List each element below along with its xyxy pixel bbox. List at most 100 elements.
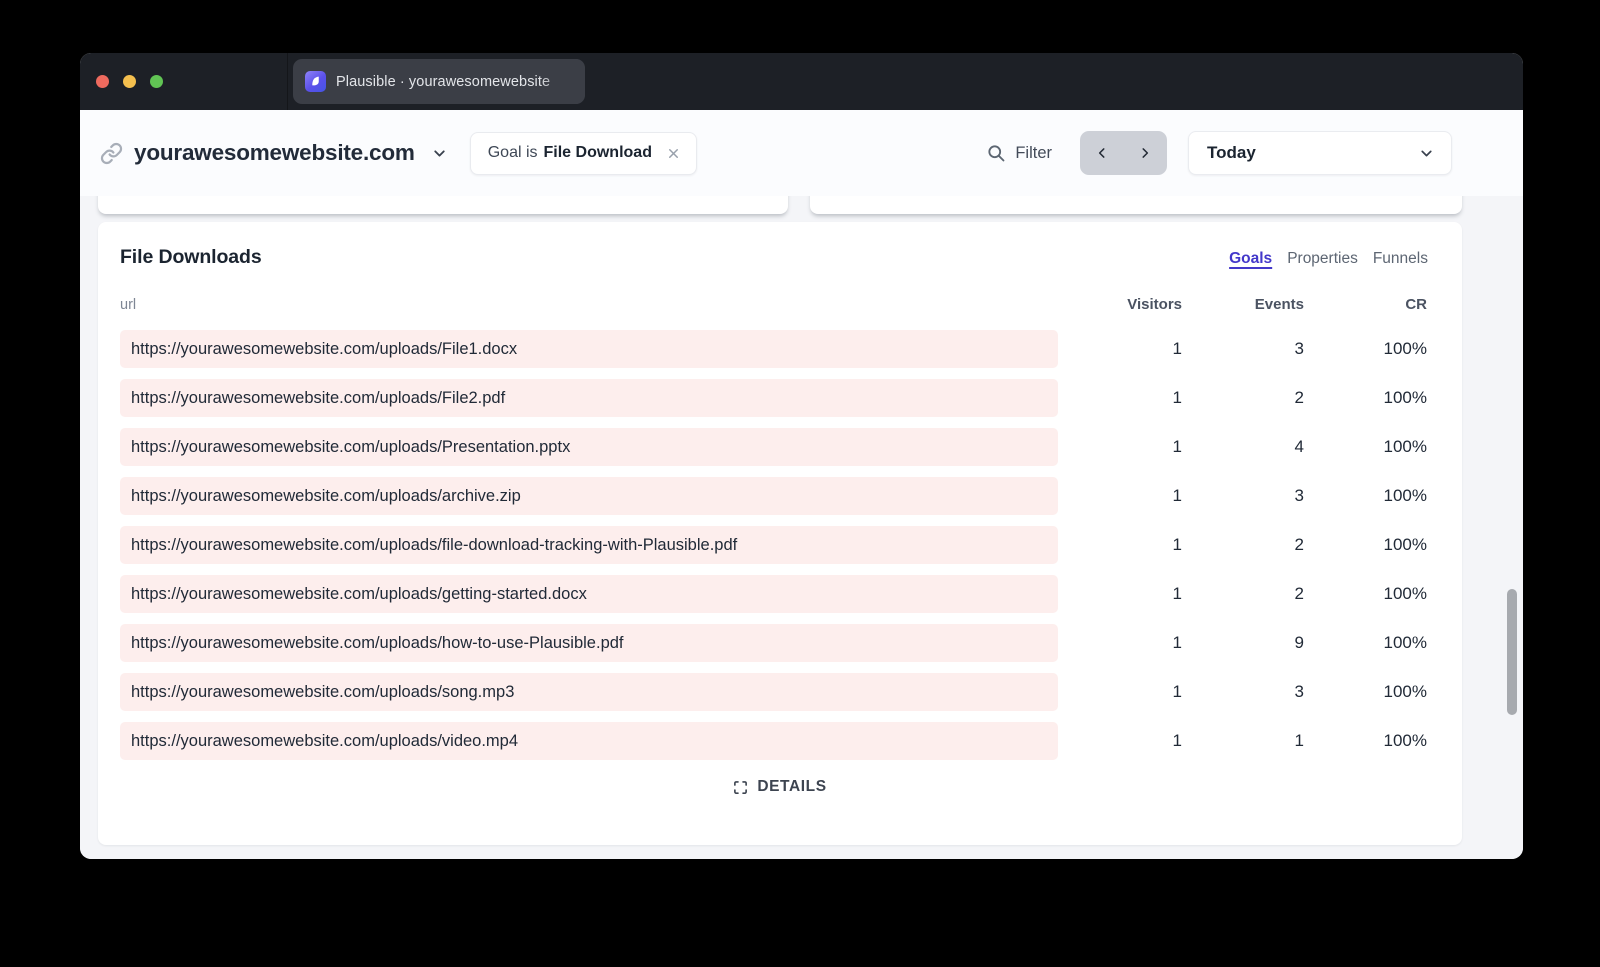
column-header-visitors: Visitors [1127, 296, 1182, 313]
url-cell: https://yourawesomewebsite.com/uploads/h… [120, 624, 1058, 662]
remove-filter-button[interactable] [666, 146, 681, 161]
url-bar: https://yourawesomewebsite.com/uploads/F… [120, 379, 1058, 417]
table-row[interactable]: https://yourawesomewebsite.com/uploads/f… [120, 526, 1427, 564]
tab-goals[interactable]: Goals [1229, 250, 1273, 267]
visitors-value: 1 [1172, 486, 1182, 505]
events-value: 1 [1294, 731, 1304, 750]
events-value: 4 [1294, 437, 1304, 456]
column-header-cr: CR [1405, 296, 1427, 313]
url-cell: https://yourawesomewebsite.com/uploads/v… [120, 722, 1058, 760]
url-bar: https://yourawesomewebsite.com/uploads/g… [120, 575, 1058, 613]
cr-value: 100% [1383, 633, 1427, 652]
tab-title: Plausible · yourawesomewebsite [336, 73, 551, 90]
filter-button-label: Filter [1015, 143, 1052, 162]
date-range-picker[interactable]: Today [1188, 131, 1452, 175]
table-row[interactable]: https://yourawesomewebsite.com/uploads/v… [120, 722, 1427, 760]
tab-funnels[interactable]: Funnels [1372, 250, 1428, 267]
cr-value: 100% [1383, 682, 1427, 701]
plausible-logo-icon [305, 71, 326, 92]
url-text: https://yourawesomewebsite.com/uploads/v… [131, 731, 519, 750]
dashboard-topbar: yourawesomewebsite.com Goal is File Down… [80, 110, 1523, 196]
visitors-value: 1 [1172, 584, 1182, 603]
url-cell: https://yourawesomewebsite.com/uploads/F… [120, 379, 1058, 417]
tab-properties[interactable]: Properties [1287, 250, 1358, 267]
url-bar: https://yourawesomewebsite.com/uploads/s… [120, 673, 1058, 711]
page-content: yourawesomewebsite.com Goal is File Down… [80, 110, 1523, 859]
link-icon [100, 142, 123, 164]
url-text: https://yourawesomewebsite.com/uploads/h… [131, 633, 624, 652]
table-row[interactable]: https://yourawesomewebsite.com/uploads/g… [120, 575, 1427, 613]
filter-pill-prefix: Goal is [487, 144, 538, 161]
filter-pill-goal: File Download [543, 144, 652, 161]
url-bar: https://yourawesomewebsite.com/uploads/a… [120, 477, 1058, 515]
report-tabs: Goals Properties Funnels [1229, 250, 1428, 268]
date-nav-arrows [1080, 131, 1167, 175]
url-text: https://yourawesomewebsite.com/uploads/g… [131, 584, 587, 603]
url-text: https://yourawesomewebsite.com/uploads/P… [131, 437, 571, 456]
visitors-value: 1 [1172, 388, 1182, 407]
site-domain: yourawesomewebsite.com [134, 140, 415, 165]
cr-value: 100% [1383, 486, 1427, 505]
table-row[interactable]: https://yourawesomewebsite.com/uploads/F… [120, 379, 1427, 417]
window-controls [96, 75, 163, 88]
minimize-window-button[interactable] [123, 75, 136, 88]
cr-value: 100% [1383, 437, 1427, 456]
close-window-button[interactable] [96, 75, 109, 88]
cr-value: 100% [1383, 388, 1427, 407]
url-text: https://yourawesomewebsite.com/uploads/f… [131, 535, 738, 554]
file-downloads-card: File Downloads Goals Properties Funnels … [98, 222, 1462, 845]
details-button-label: DETAILS [757, 778, 827, 795]
zoom-window-button[interactable] [150, 75, 163, 88]
url-bar: https://yourawesomewebsite.com/uploads/f… [120, 526, 1058, 564]
url-text: https://yourawesomewebsite.com/uploads/F… [131, 339, 518, 358]
url-text: https://yourawesomewebsite.com/uploads/s… [131, 682, 515, 701]
table-rows: https://yourawesomewebsite.com/uploads/F… [120, 330, 1427, 760]
details-row: DETAILS [98, 778, 1462, 796]
events-value: 3 [1294, 682, 1304, 701]
url-cell: https://yourawesomewebsite.com/uploads/f… [120, 526, 1058, 564]
table-row[interactable]: https://yourawesomewebsite.com/uploads/h… [120, 624, 1427, 662]
cr-value: 100% [1383, 584, 1427, 603]
events-value: 2 [1294, 535, 1304, 554]
url-bar: https://yourawesomewebsite.com/uploads/P… [120, 428, 1058, 466]
events-value: 9 [1294, 633, 1304, 652]
close-icon [668, 148, 678, 158]
visitors-value: 1 [1172, 682, 1182, 701]
goal-filter-pill[interactable]: Goal is File Download [469, 131, 697, 175]
cr-value: 100% [1383, 731, 1427, 750]
chevron-down-icon [434, 149, 445, 157]
url-cell: https://yourawesomewebsite.com/uploads/F… [120, 330, 1058, 368]
search-icon [988, 145, 1005, 162]
previous-period-button[interactable] [1080, 131, 1124, 175]
url-cell: https://yourawesomewebsite.com/uploads/s… [120, 673, 1058, 711]
column-header-url: url [120, 297, 137, 313]
events-value: 3 [1294, 339, 1304, 358]
table-row[interactable]: https://yourawesomewebsite.com/uploads/s… [120, 673, 1427, 711]
events-value: 2 [1294, 584, 1304, 603]
column-header-events: Events [1254, 296, 1304, 313]
site-picker[interactable]: yourawesomewebsite.com [100, 140, 448, 166]
url-bar: https://yourawesomewebsite.com/uploads/v… [120, 722, 1058, 760]
url-bar: https://yourawesomewebsite.com/uploads/F… [120, 330, 1058, 368]
visitors-value: 1 [1172, 731, 1182, 750]
table-row[interactable]: https://yourawesomewebsite.com/uploads/P… [120, 428, 1427, 466]
url-text: https://yourawesomewebsite.com/uploads/F… [131, 388, 506, 407]
chevron-down-icon [1421, 150, 1432, 156]
vertical-scrollbar-thumb[interactable] [1507, 589, 1517, 715]
events-value: 2 [1294, 388, 1304, 407]
url-bar: https://yourawesomewebsite.com/uploads/h… [120, 624, 1058, 662]
chevron-left-icon [1098, 148, 1105, 158]
filter-button[interactable]: Filter [986, 143, 1052, 163]
table-row[interactable]: https://yourawesomewebsite.com/uploads/a… [120, 477, 1427, 515]
next-period-button[interactable] [1124, 131, 1168, 175]
details-button[interactable]: DETAILS [733, 778, 826, 796]
browser-tab[interactable]: Plausible · yourawesomewebsite [293, 59, 585, 104]
url-text: https://yourawesomewebsite.com/uploads/a… [131, 486, 521, 505]
cr-value: 100% [1383, 339, 1427, 358]
events-value: 3 [1294, 486, 1304, 505]
table-row[interactable]: https://yourawesomewebsite.com/uploads/F… [120, 330, 1427, 368]
visitors-value: 1 [1172, 437, 1182, 456]
titlebar-divider [287, 53, 288, 110]
topbar-right-cluster: Filter Today [986, 131, 1452, 175]
